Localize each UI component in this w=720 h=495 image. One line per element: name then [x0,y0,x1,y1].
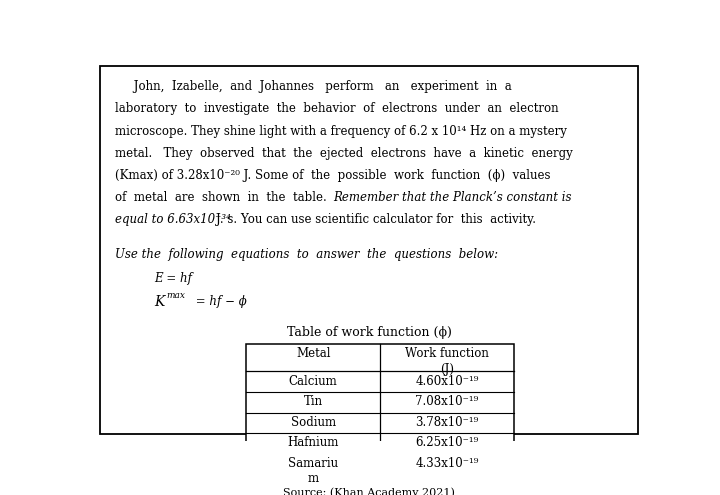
Text: Metal: Metal [296,347,330,360]
Text: microscope. They shine light with a frequency of 6.2 x 10¹⁴ Hz on a mystery: microscope. They shine light with a freq… [115,125,567,138]
Text: K: K [154,295,165,309]
Text: equal to 6.63x10⁻³⁴: equal to 6.63x10⁻³⁴ [115,213,231,226]
Text: Hafnium: Hafnium [287,436,339,449]
Text: John,  Izabelle,  and  Johannes   perform   an   experiment  in  a: John, Izabelle, and Johannes perform an … [115,80,512,94]
Text: Remember that the Planck’s constant is: Remember that the Planck’s constant is [333,191,571,204]
Text: 6.25x10⁻¹⁹: 6.25x10⁻¹⁹ [415,436,479,449]
Text: 4.60x10⁻¹⁹: 4.60x10⁻¹⁹ [415,375,479,388]
Text: Table of work function (ϕ): Table of work function (ϕ) [287,326,451,339]
Text: (Kmax) of 3.28x10⁻²⁰ J. Some of  the  possible  work  function  (ϕ)  values: (Kmax) of 3.28x10⁻²⁰ J. Some of the poss… [115,169,551,182]
Text: Source: (Khan Academy 2021): Source: (Khan Academy 2021) [283,487,455,495]
FancyBboxPatch shape [246,344,514,474]
Text: Use the  following  equations  to  answer  the  questions  below:: Use the following equations to answer th… [115,248,498,261]
Text: Calcium: Calcium [289,375,338,388]
Text: 3.78x10⁻¹⁹: 3.78x10⁻¹⁹ [415,416,479,429]
Text: max: max [166,291,185,300]
Text: Samariu
m: Samariu m [288,457,338,485]
Text: J. s. You can use scientific calculator for  this  activity.: J. s. You can use scientific calculator … [215,213,536,226]
Text: metal.   They  observed  that  the  ejected  electrons  have  a  kinetic  energy: metal. They observed that the ejected el… [115,147,573,160]
Text: Tin: Tin [304,395,323,408]
Text: Work function
(J): Work function (J) [405,347,489,376]
Text: E = hf: E = hf [154,272,192,285]
Text: 4.33x10⁻¹⁹: 4.33x10⁻¹⁹ [415,457,479,470]
Text: laboratory  to  investigate  the  behavior  of  electrons  under  an  electron: laboratory to investigate the behavior o… [115,102,559,115]
Text: of  metal  are  shown  in  the  table.: of metal are shown in the table. [115,191,334,204]
Text: = hf − ϕ: = hf − ϕ [192,295,247,308]
Text: 7.08x10⁻¹⁹: 7.08x10⁻¹⁹ [415,395,479,408]
Text: Sodium: Sodium [291,416,336,429]
FancyBboxPatch shape [100,66,638,434]
